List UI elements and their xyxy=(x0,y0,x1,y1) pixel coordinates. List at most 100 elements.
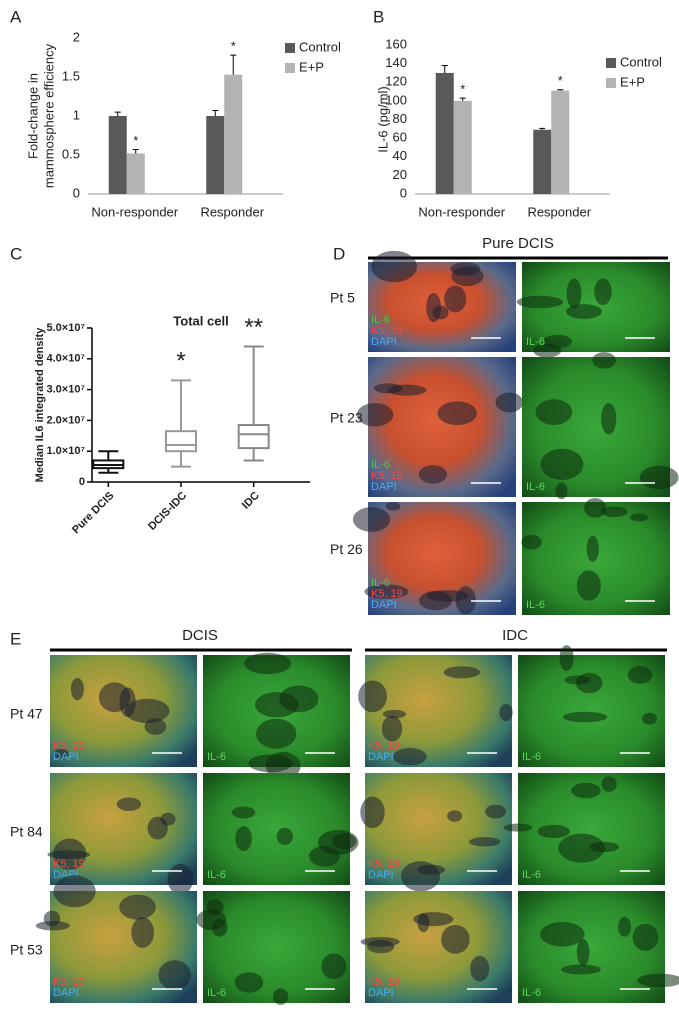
bar xyxy=(435,72,454,194)
texture xyxy=(618,916,632,937)
texture xyxy=(447,810,463,822)
x-tick-label: Non-responder xyxy=(91,204,178,219)
il6-image xyxy=(522,352,679,500)
x-tick-label: IDC xyxy=(240,490,262,512)
texture xyxy=(358,680,388,713)
y-tick-label: 160 xyxy=(385,36,407,51)
stain-label: DAPI xyxy=(368,869,394,881)
texture xyxy=(601,776,617,792)
chart-title: Total cell xyxy=(173,313,228,328)
box xyxy=(165,430,197,453)
legend-label: E+P xyxy=(620,74,645,89)
stain-label: IL-6 xyxy=(526,599,545,611)
stain-label: K5, 19 xyxy=(53,740,85,752)
texture xyxy=(542,334,572,349)
texture xyxy=(571,782,601,799)
texture xyxy=(235,826,252,852)
y-tick-label: 60 xyxy=(393,130,407,145)
texture xyxy=(499,703,513,722)
texture xyxy=(584,498,607,518)
y-axis-label: mammosphere efficiency xyxy=(41,43,56,188)
error-bar xyxy=(212,110,219,116)
texture xyxy=(485,804,507,819)
texture xyxy=(537,824,570,839)
texture xyxy=(360,936,400,947)
texture xyxy=(535,399,573,425)
texture xyxy=(231,806,256,819)
y-tick-label: 0 xyxy=(400,185,407,200)
panel-letter: D xyxy=(333,244,345,263)
texture xyxy=(566,278,582,309)
texture xyxy=(53,748,69,759)
bar xyxy=(453,100,472,194)
texture xyxy=(382,709,407,719)
bar xyxy=(108,116,127,194)
significance-marker: * xyxy=(231,39,236,54)
texture xyxy=(371,250,417,283)
error-bar xyxy=(539,127,546,130)
texture xyxy=(308,845,340,867)
y-axis-label: IL-6 (pg/ml) xyxy=(375,86,390,152)
stain-label: IL-6 xyxy=(371,459,390,471)
texture xyxy=(356,402,394,427)
texture xyxy=(592,352,616,369)
merged-image xyxy=(360,891,512,1003)
error-bar xyxy=(557,89,564,91)
texture xyxy=(443,666,481,679)
box xyxy=(237,424,270,450)
stain-label: IL-6 xyxy=(207,869,226,881)
y-tick-label: 4.0×10⁷ xyxy=(47,353,86,365)
legend-swatch xyxy=(285,43,295,53)
texture xyxy=(418,465,448,484)
texture xyxy=(255,718,297,749)
stain-label: IL-6 xyxy=(207,751,226,763)
texture xyxy=(43,910,61,927)
panel-letter: E xyxy=(10,629,21,648)
y-tick-label: 40 xyxy=(393,148,407,163)
texture xyxy=(160,812,176,826)
y-tick-label: 100 xyxy=(385,92,407,107)
merged-image xyxy=(35,875,197,1003)
texture xyxy=(265,751,301,780)
texture xyxy=(387,384,427,396)
texture xyxy=(451,266,484,287)
stain-label: K5, 19 xyxy=(53,858,85,870)
stain-label: IL-6 xyxy=(207,987,226,999)
x-tick-label: Non-responder xyxy=(418,204,505,219)
texture xyxy=(364,584,409,599)
y-tick-label: 3.0×10⁷ xyxy=(47,384,86,396)
significance-marker: * xyxy=(558,73,563,88)
stain-label: DAPI xyxy=(53,987,79,999)
group-title: Pure DCIS xyxy=(482,235,554,252)
texture xyxy=(360,796,385,829)
texture xyxy=(417,913,430,933)
il6-image xyxy=(203,652,350,780)
texture xyxy=(503,823,533,832)
texture xyxy=(632,923,659,951)
texture xyxy=(561,964,601,975)
texture xyxy=(381,715,403,742)
texture xyxy=(586,535,599,562)
patient-label: Pt 26 xyxy=(330,541,363,557)
texture xyxy=(558,833,605,863)
y-tick-label: 80 xyxy=(393,111,407,126)
whisker-low xyxy=(171,451,191,468)
il6-image xyxy=(521,498,670,615)
texture xyxy=(437,401,477,426)
texture xyxy=(601,506,628,518)
x-tick-label: DCIS-IDC xyxy=(146,490,189,533)
texture xyxy=(131,917,155,948)
texture xyxy=(119,894,156,920)
y-tick-label: 1.5 xyxy=(62,68,80,83)
stain-label: IL-6 xyxy=(526,481,545,493)
stain-label: DAPI xyxy=(371,599,397,611)
il6-image xyxy=(196,891,350,1005)
y-tick-label: 0 xyxy=(73,185,80,200)
error-bar xyxy=(441,64,448,73)
merged-image xyxy=(356,357,524,497)
panel-letter: A xyxy=(10,7,22,26)
texture xyxy=(352,507,391,532)
y-tick-label: 1.0×10⁷ xyxy=(47,445,86,457)
stain-label: DAPI xyxy=(368,987,394,999)
texture xyxy=(516,295,564,309)
